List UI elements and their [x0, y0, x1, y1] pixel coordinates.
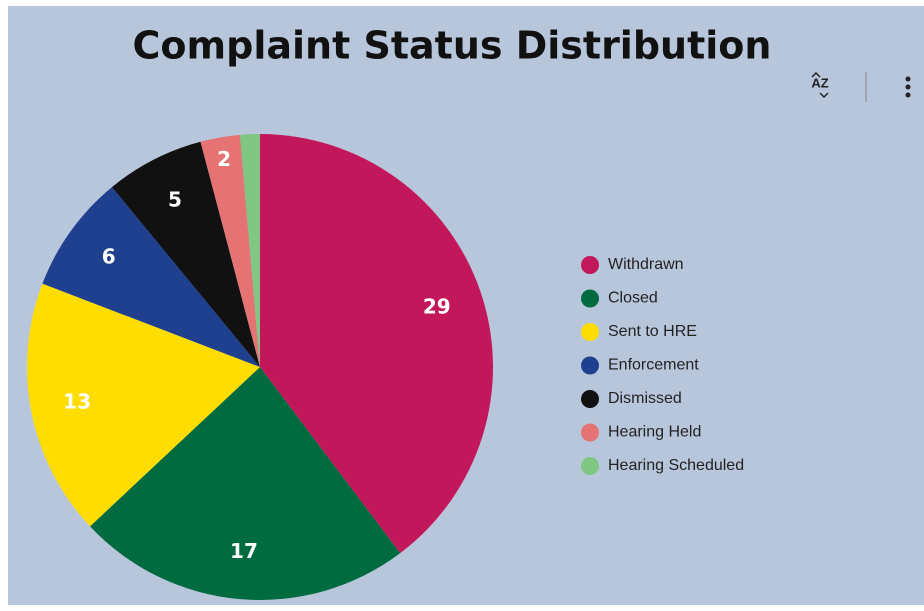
legend-label: Hearing Scheduled: [608, 457, 744, 474]
legend-label: Sent to HRE: [608, 323, 697, 340]
sort-arrows: [811, 71, 829, 99]
menu-icon[interactable]: [905, 76, 911, 98]
pie-slice: [42, 187, 260, 367]
menu-dot: [905, 92, 911, 98]
legend-swatch: [581, 323, 599, 341]
legend-swatch: [581, 356, 599, 375]
data-label: 29: [423, 294, 451, 318]
pie-slice: [90, 367, 401, 600]
chart-title: Complaint Status Distribution: [133, 24, 772, 68]
legend-swatch: [581, 457, 599, 475]
menu-dot: [905, 76, 911, 82]
legend-swatch: [581, 390, 599, 408]
data-label: 17: [230, 539, 258, 563]
pie-slice: [260, 134, 493, 554]
legend-label: Enforcement: [608, 357, 699, 374]
data-label: 5: [168, 188, 182, 212]
menu-dot: [905, 84, 911, 90]
pie-slice: [239, 134, 260, 367]
legend-swatch: [581, 289, 599, 308]
legend-swatch: [581, 423, 599, 442]
pie-slice: [200, 134, 260, 367]
data-label: 6: [102, 245, 116, 269]
pie-slice: [111, 141, 260, 367]
legend-label: Withdrawn: [608, 256, 684, 273]
sort-icon-glyph: AZ: [811, 75, 828, 90]
pie-slice: [26, 283, 260, 527]
legend-label: Hearing Held: [608, 424, 701, 441]
data-label: 13: [63, 389, 91, 413]
legend-swatch: [581, 256, 599, 274]
legend-label: Dismissed: [608, 390, 682, 407]
data-label: 2: [217, 147, 231, 171]
legend-label: Closed: [608, 290, 658, 307]
sort-icon[interactable]: AZ: [811, 71, 829, 99]
